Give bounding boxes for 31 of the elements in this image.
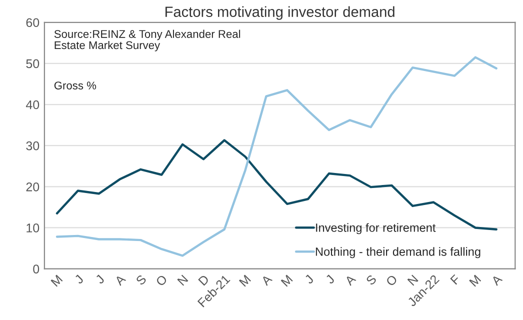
x-tick-label: A (490, 274, 503, 286)
x-tick-label: A (344, 274, 356, 286)
x-tick-label: J (94, 274, 105, 284)
x-tick-label: A (260, 274, 273, 286)
y-tick-label: 50 (26, 59, 40, 68)
annotation: Source:REINZ & Tony Alexander Real Estate Market Survey (54, 30, 240, 52)
chart-title: Factors motivating investor demand (166, 6, 394, 20)
y-tick-label: 40 (26, 100, 40, 110)
x-tick-label: A (114, 274, 126, 286)
x-tick-label: F (450, 274, 461, 285)
legend-label: Investing for retirement (316, 223, 436, 234)
x-tick-label: J (304, 274, 314, 284)
y-axis-title: Gross % (54, 82, 96, 90)
x-tick-label: M (50, 274, 63, 287)
x-tick-label: O (386, 274, 398, 287)
y-tick-label: 10 (26, 224, 40, 232)
x-tick-label: M (238, 274, 251, 287)
x-tick-label: M (469, 274, 482, 287)
x-tick-label: J (325, 274, 335, 284)
x-tick-label: J (74, 274, 84, 284)
y-tick-label: 60 (26, 18, 40, 28)
x-tick-label: N (177, 274, 188, 286)
y-tick-label: 20 (26, 182, 40, 192)
x-tick-label: S (366, 274, 377, 286)
x-tick-label: M (280, 274, 293, 287)
x-tick-label: O (155, 274, 168, 287)
y-tick-label: 0 (33, 264, 40, 274)
x-tick-label: S (135, 274, 147, 286)
line-series (56, 56, 498, 257)
legend-label: Nothing - their demand is falling (316, 247, 480, 258)
y-tick-label: 30 (26, 141, 40, 150)
